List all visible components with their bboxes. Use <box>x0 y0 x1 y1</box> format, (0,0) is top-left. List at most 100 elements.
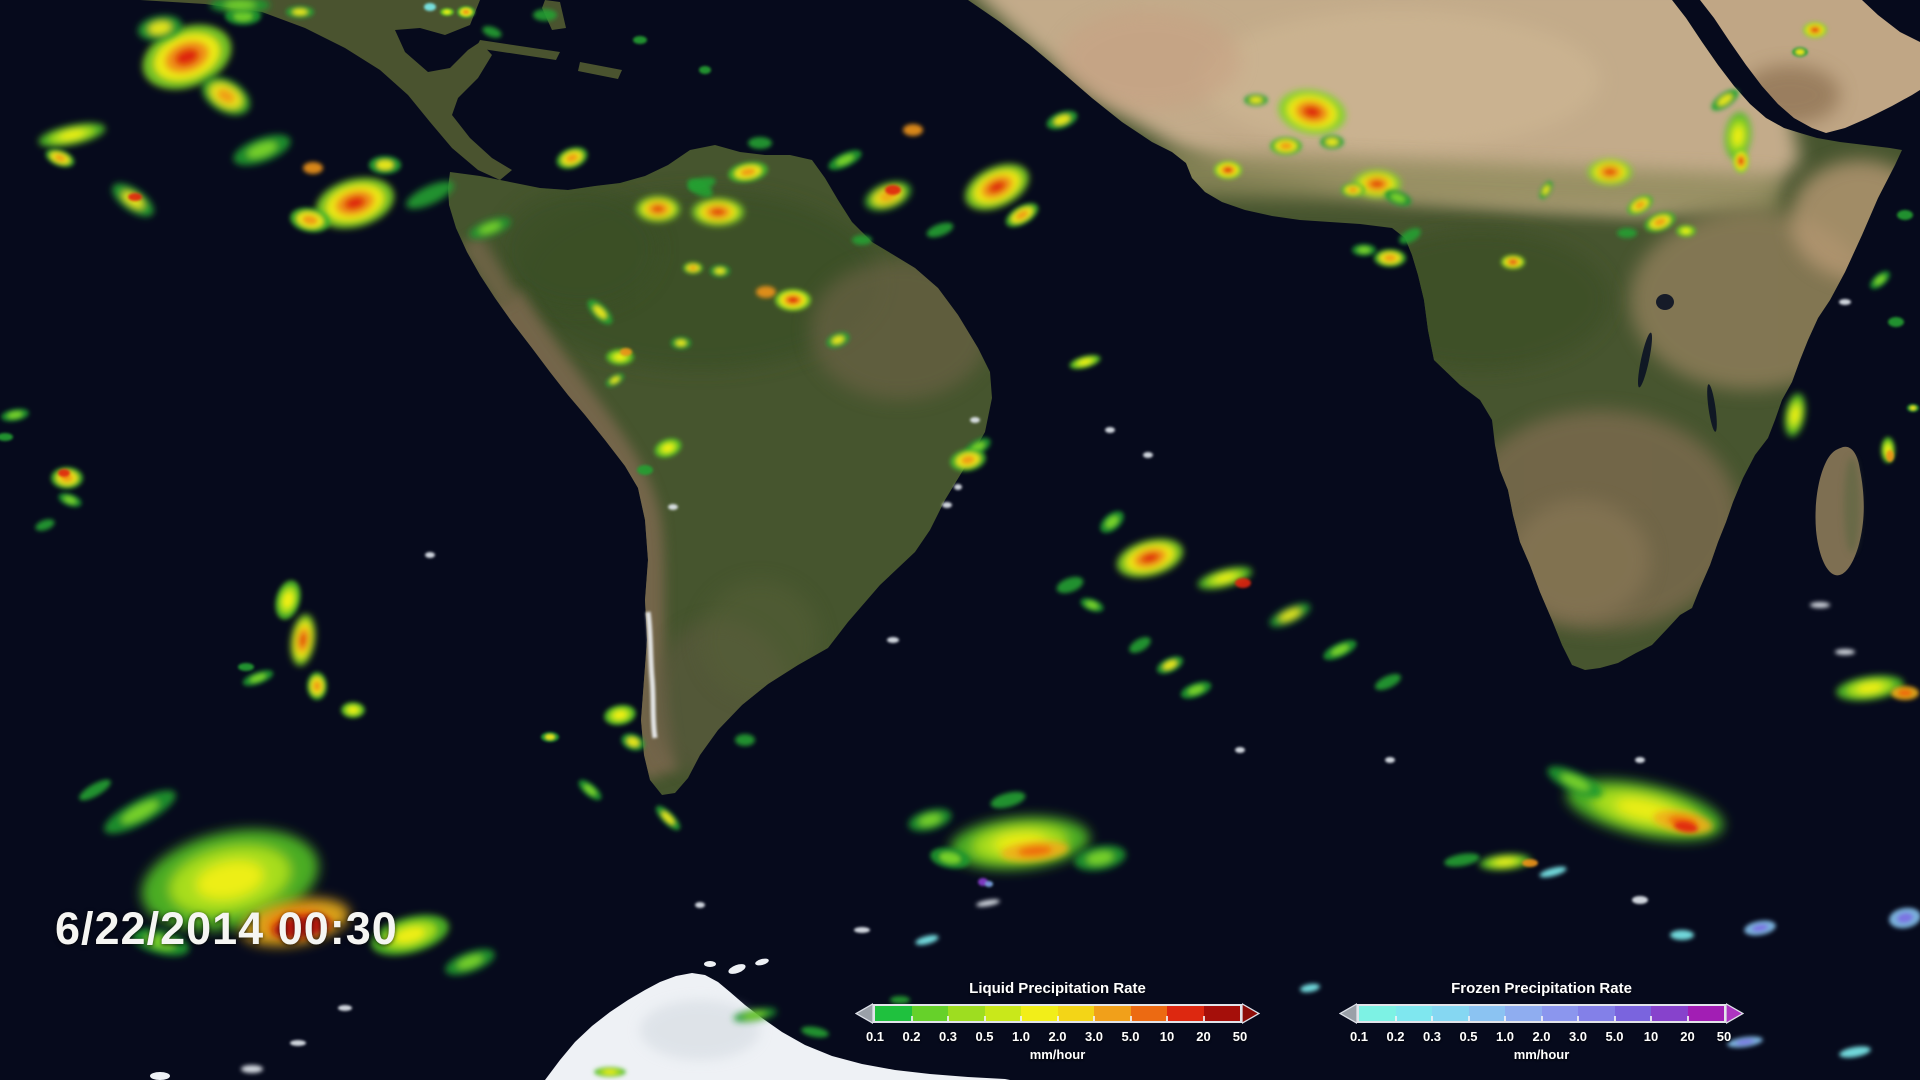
precip-blob <box>457 6 475 18</box>
precip-blob <box>541 732 559 742</box>
precip-blob <box>1888 317 1904 327</box>
madagascar <box>1815 446 1864 576</box>
precip-blob <box>315 177 395 229</box>
legend-tick-label: 5.0 <box>1121 1029 1140 1044</box>
legend-tick-label: 5.0 <box>1605 1029 1624 1044</box>
precip-blob <box>1074 845 1126 871</box>
legend-color-segment <box>1359 1005 1396 1021</box>
precip-blob <box>1674 821 1698 833</box>
precip-blob <box>1320 135 1344 149</box>
precip-blob <box>636 196 680 222</box>
sahara-west-shade <box>1060 10 1240 110</box>
precip-blob <box>735 734 755 746</box>
precip-blob <box>1244 94 1268 106</box>
precip-blob <box>801 1026 829 1038</box>
precip-blob <box>1375 673 1401 691</box>
precip-blob <box>633 36 647 44</box>
precip-blob <box>307 672 327 700</box>
precip-blob <box>1588 159 1632 185</box>
legend-tick-label: 0.1 <box>865 1029 885 1044</box>
legend-liquid-colorbar <box>855 1002 1260 1024</box>
precip-blob <box>1156 656 1184 674</box>
sahara-light-shade <box>1200 10 1600 150</box>
legend-frozen-ticks: 0.1 0.2 0.3 0.5 1.0 2.0 3.0 5.0 10 20 50 <box>1350 1029 1731 1045</box>
precip-blob <box>303 162 323 174</box>
precip-blob <box>1539 866 1567 878</box>
precip-blob <box>1501 255 1525 269</box>
precip-blob <box>238 663 254 671</box>
precip-blob <box>756 286 776 298</box>
legend-color-segment <box>1129 1005 1167 1021</box>
lake-victoria <box>1656 294 1674 310</box>
precip-blob <box>1886 450 1894 462</box>
legend-frozen-unit: mm/hour <box>1513 1047 1570 1062</box>
precip-blob <box>482 26 502 38</box>
antarctic-island <box>755 958 769 966</box>
precip-blob <box>1617 228 1637 238</box>
precip-blob <box>202 77 250 115</box>
precip-blob <box>1670 930 1694 940</box>
legend-tick-label: 20 <box>1680 1029 1695 1044</box>
precip-blob <box>38 122 106 148</box>
precip-blob <box>1235 747 1245 753</box>
legend-color-segment <box>1686 1005 1724 1021</box>
precip-blob <box>469 217 511 239</box>
precip-blob <box>1676 225 1696 237</box>
precip-blob <box>1385 757 1395 763</box>
legend-left-arrow-icon <box>855 1002 873 1024</box>
precip-blob <box>854 927 870 933</box>
precip-blob <box>1644 211 1676 233</box>
precip-blob <box>1724 112 1752 160</box>
precip-blob <box>1635 757 1645 763</box>
precip-blob <box>668 504 678 510</box>
precip-blob <box>45 148 75 168</box>
precip-blob <box>272 915 332 939</box>
precip-blob <box>210 0 270 13</box>
precip-blob <box>1001 840 1069 862</box>
timestamp: 6/22/2014 00:30 <box>55 903 398 954</box>
precip-blob <box>1810 602 1830 608</box>
precip-blob <box>1056 576 1084 594</box>
precip-blob <box>1105 427 1115 433</box>
precip-blob <box>942 502 952 508</box>
lake-malawi <box>1707 384 1717 432</box>
precip-blob <box>915 935 939 945</box>
legend-right-arrow-icon <box>1242 1002 1260 1024</box>
legend-color-segment <box>875 1005 912 1021</box>
precip-blob <box>654 438 682 458</box>
precip-blob <box>890 996 910 1004</box>
precip-blob <box>1180 681 1212 699</box>
precip-blob <box>587 299 613 325</box>
precip-blob <box>885 185 901 195</box>
precip-blob <box>1733 149 1749 173</box>
legend-liquid-title: Liquid Precipitation Rate <box>969 980 1146 997</box>
precip-blob <box>1444 853 1480 867</box>
precip-blob <box>976 899 1000 907</box>
precip-blob <box>1352 244 1376 256</box>
legend-color-segment <box>1504 1005 1542 1021</box>
precip-blob <box>954 484 962 490</box>
legend-tick-label: 0.1 <box>1349 1029 1369 1044</box>
amazon-west-shade <box>500 190 660 310</box>
pampas-shade <box>700 580 820 700</box>
legend-tick-label: 1.0 <box>1011 1029 1031 1044</box>
precip-blob <box>242 670 274 686</box>
legend-color-segment <box>1093 1005 1131 1021</box>
precip-blob <box>290 614 316 666</box>
precip-blob <box>1727 1036 1763 1048</box>
precip-blob <box>1069 354 1101 370</box>
precip-blob <box>1129 637 1151 653</box>
precip-blob <box>1889 907 1920 929</box>
precip-blob <box>445 949 495 975</box>
precip-blob <box>699 66 711 74</box>
precip-blob <box>425 552 435 558</box>
legend-tick-label: 0.3 <box>1422 1029 1442 1044</box>
precip-blob <box>286 6 314 18</box>
precip-blob <box>1897 210 1913 220</box>
precip-blob <box>275 580 301 620</box>
precip-blob <box>1323 640 1357 660</box>
antarctica <box>150 958 1010 1080</box>
precip-blob <box>826 332 850 348</box>
